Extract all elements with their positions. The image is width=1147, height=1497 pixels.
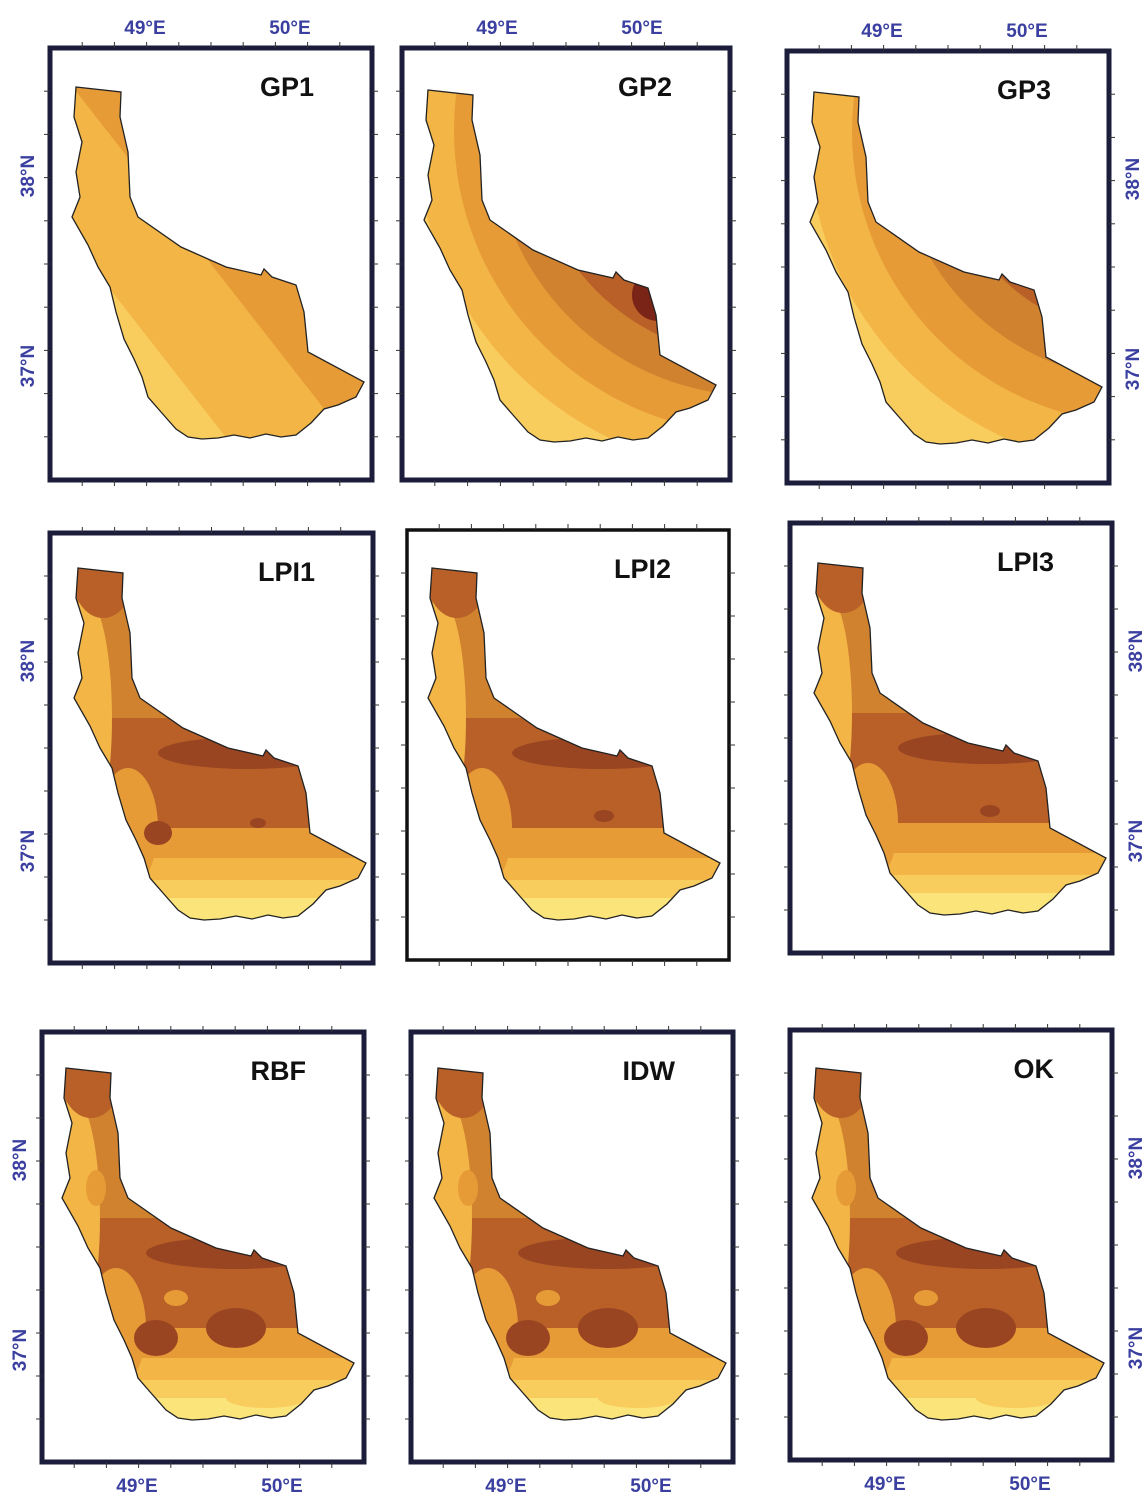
map-panel-lpi1: LPI1 38°N 37°N [18,527,379,969]
lon-label-50e: 50°E [1009,1474,1050,1495]
lat-label-38n: 38°N [1123,158,1144,200]
frame-ticks [405,1026,739,1468]
panel-title: GP3 [997,75,1051,105]
frame-ticks [44,527,379,969]
lat-label-38n: 38°N [1126,630,1147,672]
panel-title: IDW [623,1056,676,1086]
lon-label-49e: 49°E [485,1476,526,1497]
panel-title: LPI1 [258,557,315,587]
lon-label-49e: 49°E [861,21,902,42]
lon-label-49e: 49°E [124,18,165,39]
lat-label-38n: 38°N [18,155,39,197]
frame-ticks [396,42,736,486]
map-panel-gp2: GP2 49°E 50°E [396,18,736,486]
panel-title: GP2 [618,72,672,102]
map-panel-gp1: GP1 49°E 50°E 38°N 37°N [18,18,378,486]
lat-label-37n: 37°N [18,830,39,872]
lat-label-38n: 38°N [18,640,39,682]
map-panel-gp3: GP3 49°E 50°E 38°N 37°N [781,21,1144,489]
map-panel-rbf: RBF 49°E 50°E 38°N 37°N [10,1026,370,1497]
panel-title: LPI3 [997,547,1054,577]
panel-title: OK [1014,1054,1055,1084]
lat-label-38n: 38°N [1126,1137,1147,1179]
lat-label-38n: 38°N [10,1139,31,1181]
map-panel-lpi2: LPI2 [401,524,735,966]
lat-label-37n: 37°N [18,345,39,387]
lon-label-49e: 49°E [476,18,517,39]
lon-label-50e: 50°E [630,1476,671,1497]
frame-ticks [781,45,1115,489]
panel-title: LPI2 [614,554,671,584]
lon-label-50e: 50°E [261,1476,302,1497]
lat-label-37n: 37°N [1123,348,1144,390]
lon-label-50e: 50°E [1006,21,1047,42]
map-panel-ok: OK 49°E 50°E 38°N 37°N [784,1024,1147,1495]
lon-label-50e: 50°E [269,18,310,39]
lon-label-49e: 49°E [116,1476,157,1497]
lat-label-37n: 37°N [1126,1327,1147,1369]
frame-ticks [36,1026,370,1468]
panel-title: RBF [251,1056,307,1086]
frame-ticks [784,1024,1118,1466]
lat-label-37n: 37°N [1126,820,1147,862]
frame-ticks [44,42,378,486]
panel-title: GP1 [260,72,314,102]
map-panel-idw: IDW 49°E 50°E [405,1026,739,1497]
lon-label-50e: 50°E [621,18,662,39]
frame-ticks [401,524,735,966]
frame-ticks [784,517,1118,959]
lat-label-37n: 37°N [10,1329,31,1371]
lon-label-49e: 49°E [864,1474,905,1495]
map-panel-lpi3: LPI3 38°N 37°N [784,517,1147,959]
